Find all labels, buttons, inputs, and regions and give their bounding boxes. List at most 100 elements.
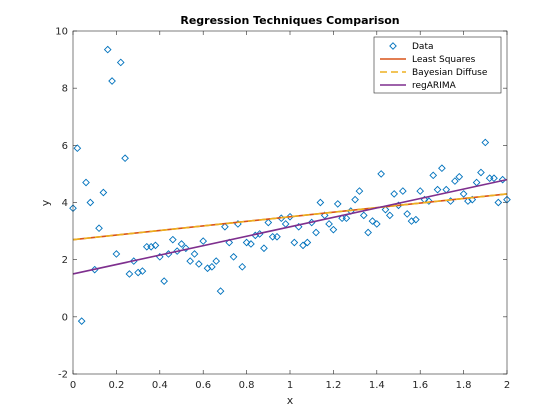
data-point (381, 205, 390, 214)
data-point (86, 198, 95, 207)
data-point (385, 211, 394, 220)
data-point (221, 222, 229, 231)
data-point (425, 197, 433, 205)
data-point (355, 187, 364, 195)
data-point (103, 45, 112, 54)
data-point (73, 144, 82, 153)
data-point (242, 238, 251, 247)
data-point (316, 198, 325, 207)
data-point (451, 177, 459, 185)
data-point (333, 200, 342, 208)
data-point (303, 238, 312, 247)
y-tick-label: 4 (62, 198, 68, 209)
data-point (342, 214, 351, 223)
data-point (403, 210, 412, 218)
y-tick-label: 8 (62, 84, 68, 95)
data-point (498, 175, 507, 184)
data-point (390, 190, 398, 198)
legend-entry-label: Least Squares (412, 55, 476, 65)
data-point (186, 257, 195, 265)
data-point (168, 235, 177, 244)
data-point (216, 287, 225, 295)
x-tick-label: 0.6 (195, 380, 211, 391)
x-tick-label: 2 (504, 380, 510, 391)
data-point (312, 228, 320, 237)
data-point (325, 220, 333, 228)
data-point (412, 215, 420, 224)
data-point (433, 185, 442, 194)
data-point (329, 225, 338, 234)
data-point (429, 171, 438, 180)
x-tick-label: 0.8 (239, 380, 255, 391)
y-tick-label: 0 (62, 312, 68, 323)
data-point (151, 241, 160, 250)
x-tick-label: 1 (287, 380, 293, 391)
data-point (372, 220, 381, 228)
legend-entry-label: Bayesian Diffuse (412, 68, 488, 78)
data-point (199, 237, 208, 245)
data-point (229, 252, 238, 261)
data-point (108, 77, 116, 85)
data-point (273, 232, 281, 241)
x-axis-label: x (287, 394, 294, 407)
x-tick-label: 0.4 (152, 380, 168, 391)
data-point (247, 240, 255, 248)
data-point (208, 262, 216, 271)
data-point (260, 244, 268, 253)
legend-box (373, 36, 502, 94)
data-point (95, 224, 103, 233)
data-point (290, 238, 299, 247)
data-point (399, 187, 407, 195)
data-point (212, 257, 221, 265)
x-tick-label: 0.2 (108, 380, 124, 391)
data-point (160, 277, 168, 285)
data-point (377, 170, 385, 178)
data-point (190, 250, 199, 258)
x-tick-label: 1.6 (412, 380, 428, 391)
data-point (77, 317, 86, 325)
data-point (112, 250, 121, 258)
data-point (416, 187, 425, 195)
chart-title: Regression Techniques Comparison (180, 14, 399, 27)
data-point (286, 212, 294, 221)
data-point (138, 267, 147, 275)
data-point (116, 58, 125, 67)
y-axis-label: y (39, 199, 52, 206)
x-tick-label: 1.2 (325, 380, 341, 391)
x-tick-label: 1.8 (456, 380, 472, 391)
data-point (490, 174, 498, 183)
data-point (99, 188, 108, 197)
data-point (481, 138, 490, 147)
data-point (359, 211, 368, 220)
y-tick-label: 6 (62, 141, 68, 152)
y-tick-label: 2 (62, 255, 68, 266)
axes-frame (72, 30, 508, 375)
legend-marker-diamond (389, 42, 397, 50)
legend-entry-label: Data (412, 42, 434, 52)
data-point (225, 238, 234, 247)
data-point (455, 172, 464, 181)
data-point (477, 168, 485, 177)
data-point (238, 262, 247, 271)
data-point (459, 190, 468, 198)
data-point (125, 270, 134, 278)
data-point (299, 241, 307, 250)
series-line-bayesian-diffuse (72, 193, 508, 241)
legend: Data Least Squares Bayesian Diffuse regARIM… (373, 36, 502, 94)
data-point (494, 198, 503, 207)
data-point (177, 240, 186, 248)
data-point (368, 217, 377, 225)
y-tick-label: 10 (55, 27, 68, 38)
series-line-regarima (72, 178, 508, 275)
data-point (264, 218, 273, 227)
data-point (182, 244, 190, 253)
data-point (364, 228, 372, 237)
data-point (82, 178, 90, 187)
data-point (121, 154, 129, 163)
data-point (351, 195, 359, 204)
x-tick-label: 0 (70, 380, 76, 391)
data-point (173, 247, 181, 255)
data-point (195, 260, 203, 268)
